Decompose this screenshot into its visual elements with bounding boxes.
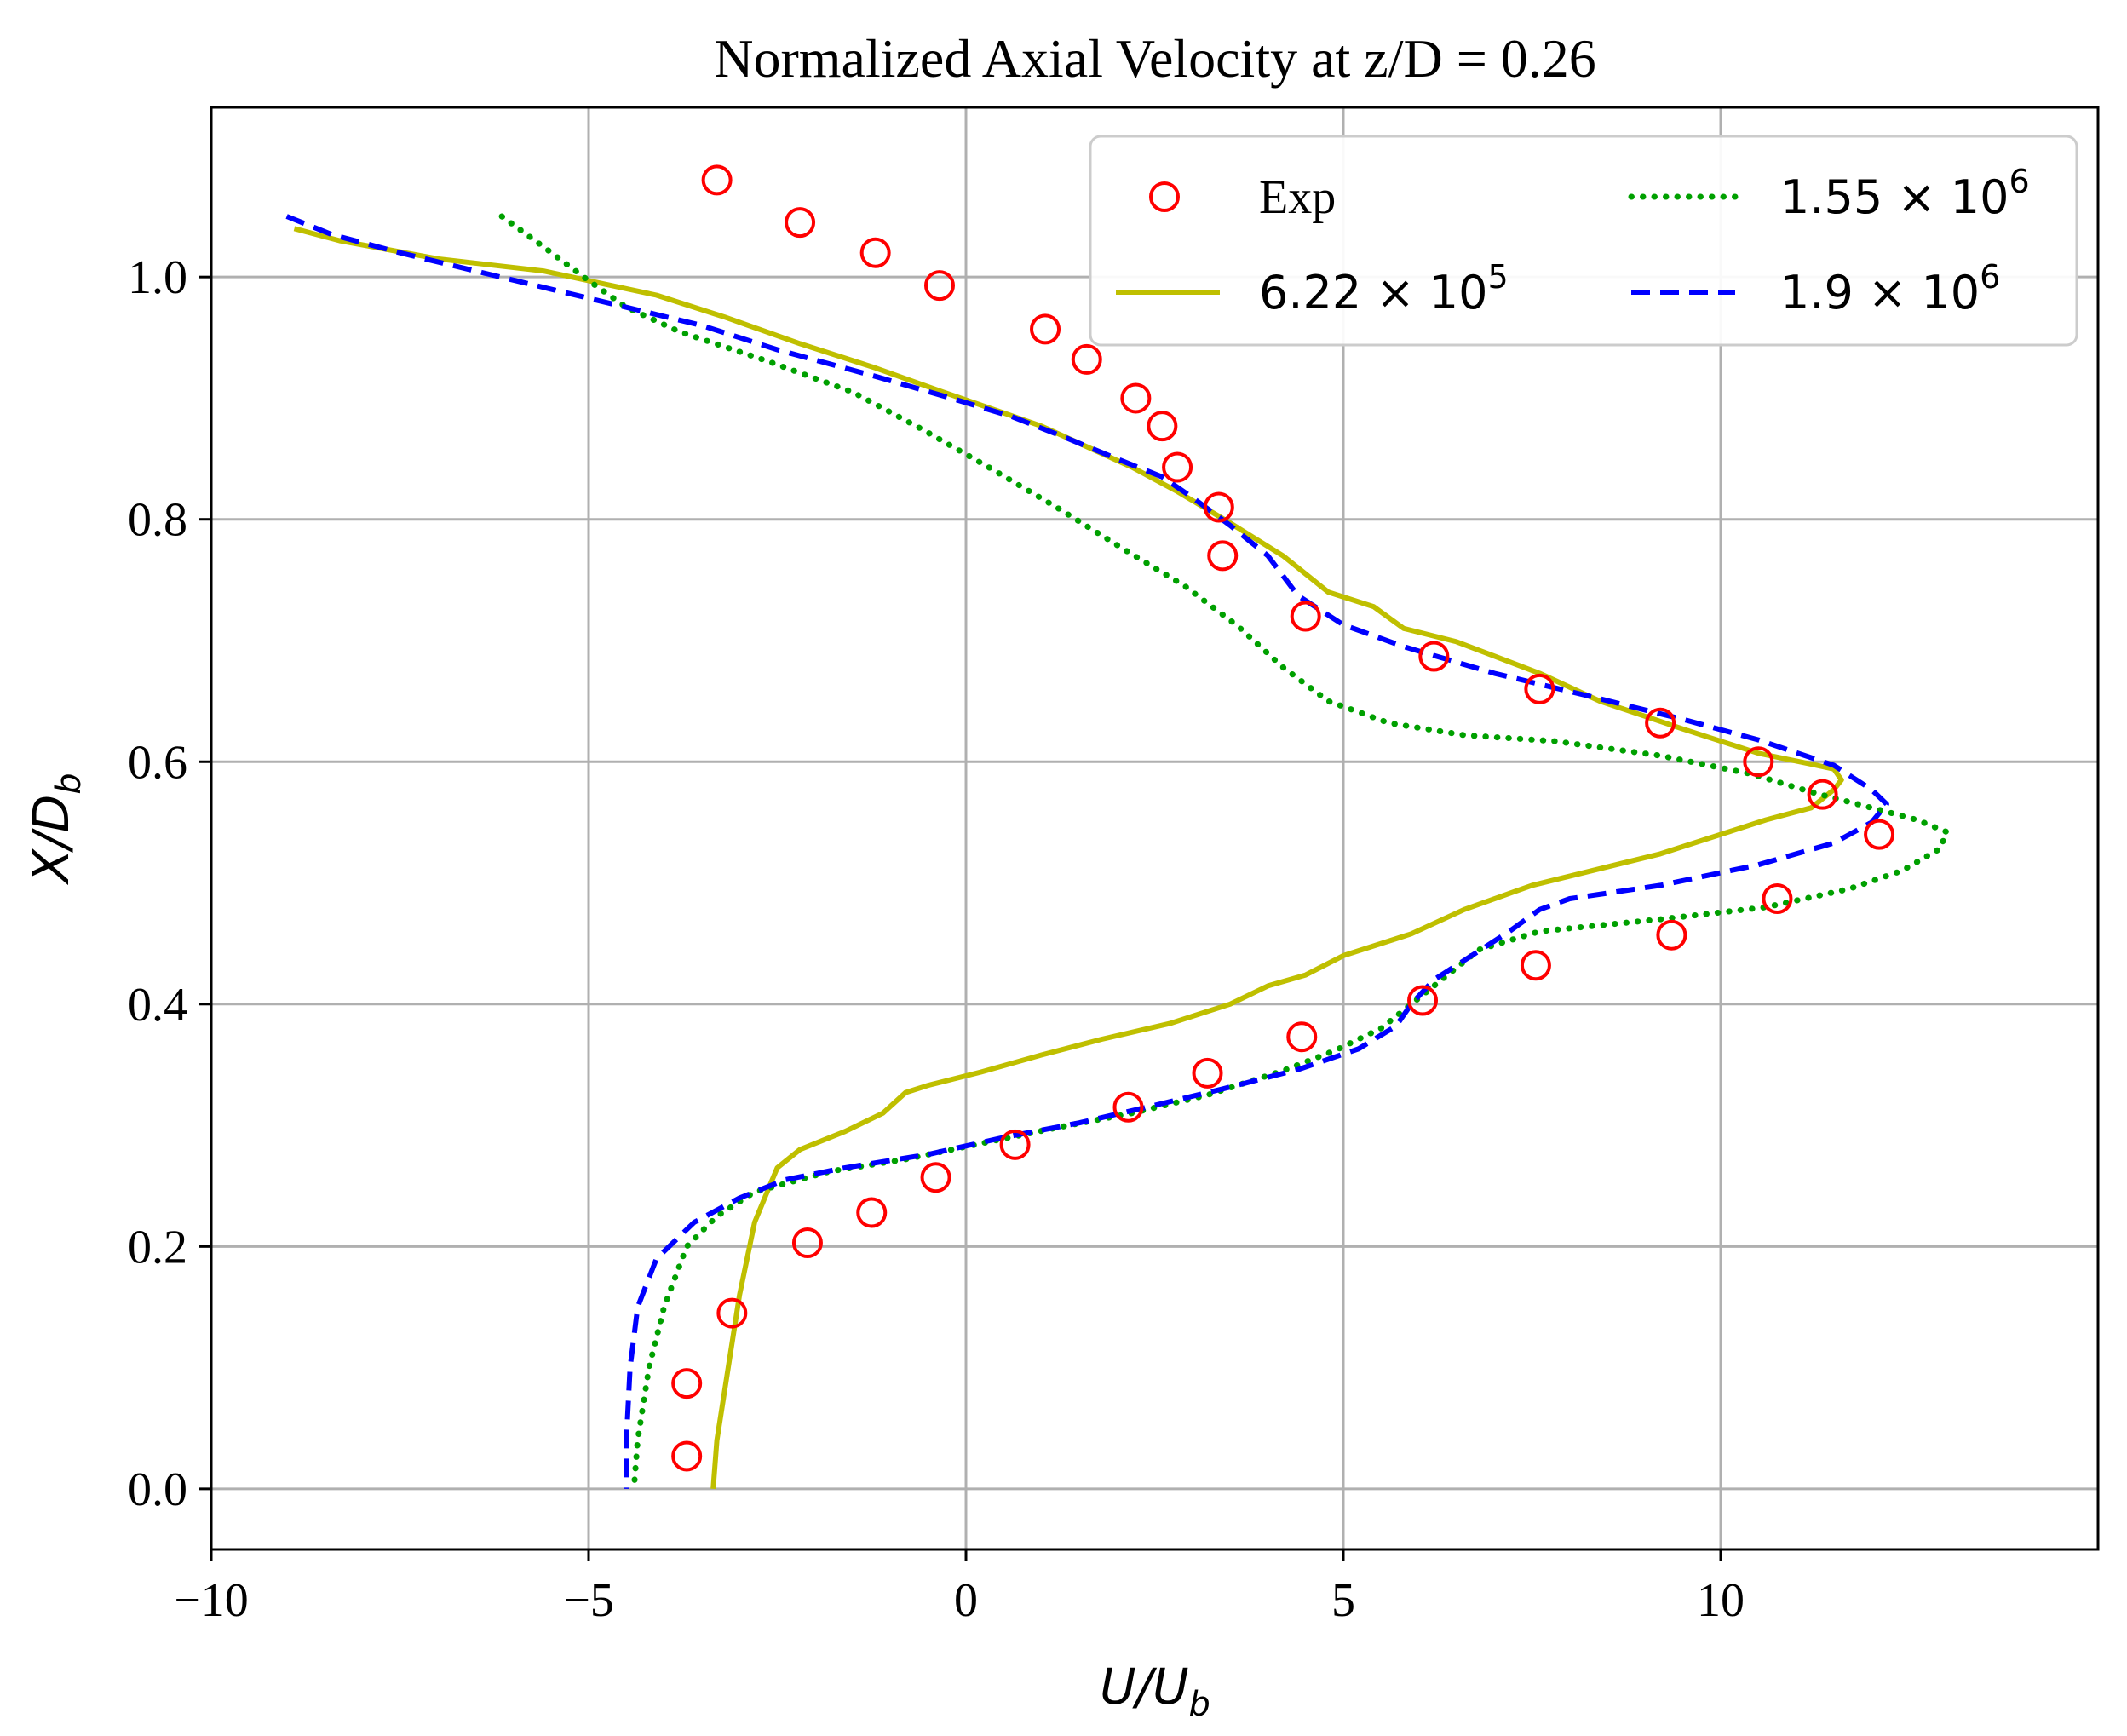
exp-data-point bbox=[1418, 641, 1450, 672]
legend-label-19e6: 1.9 × 106 bbox=[1780, 258, 2000, 319]
legend-label-155e6: 1.55 × 106 bbox=[1780, 163, 2030, 224]
exp-data-point bbox=[671, 1440, 703, 1472]
y-axis-ticks: 0.0 0.2 0.4 0.6 0.8 1.0 bbox=[128, 251, 211, 1516]
series-line-622e5 bbox=[293, 226, 1844, 1490]
x-tick-label: −5 bbox=[563, 1574, 614, 1627]
legend-label-19e6-exponent: 6 bbox=[1980, 258, 2000, 296]
exp-data-point bbox=[1290, 601, 1321, 632]
exp-data-point bbox=[785, 207, 816, 239]
y-tick-label: 0.4 bbox=[128, 979, 187, 1032]
y-tick-label: 0.8 bbox=[128, 494, 187, 547]
exp-data-point bbox=[1030, 313, 1061, 345]
exp-data-point bbox=[1162, 451, 1193, 483]
exp-data-point bbox=[1120, 382, 1152, 414]
x-tick-label: 5 bbox=[1331, 1574, 1355, 1627]
exp-data-point bbox=[859, 237, 891, 268]
exp-data-point bbox=[1743, 746, 1774, 778]
exp-data-point bbox=[1762, 883, 1793, 915]
x-tick-label: 0 bbox=[954, 1574, 978, 1627]
x-tick-label: −10 bbox=[174, 1574, 249, 1627]
exp-data-point bbox=[1645, 707, 1676, 739]
exp-data-point bbox=[1192, 1057, 1223, 1089]
exp-data-point bbox=[1407, 985, 1439, 1016]
y-tick-label: 0.6 bbox=[128, 736, 187, 789]
exp-data-point bbox=[1656, 919, 1687, 951]
y-axis-label: X/Db bbox=[22, 773, 89, 885]
exp-data-point bbox=[1112, 1091, 1144, 1123]
chart-title: Normalized Axial Velocity at z/D = 0.26 bbox=[714, 28, 1596, 89]
legend-box bbox=[1089, 135, 2078, 347]
y-tick-label: 0.2 bbox=[128, 1221, 187, 1273]
exp-data-point bbox=[1520, 950, 1551, 981]
exp-data-point bbox=[671, 1368, 703, 1400]
exp-data-point bbox=[1286, 1021, 1318, 1053]
plot-series bbox=[285, 164, 1951, 1492]
legend-label-exp: Exp bbox=[1259, 171, 1336, 224]
exp-data-point bbox=[791, 1227, 823, 1259]
exp-data-point bbox=[1071, 343, 1102, 375]
exp-data-point bbox=[1807, 779, 1838, 810]
exp-data-point bbox=[701, 164, 733, 196]
exp-data-point bbox=[1203, 491, 1234, 523]
x-axis-label: U/Ub bbox=[1100, 1658, 1210, 1724]
y-tick-label: 1.0 bbox=[128, 251, 187, 304]
legend: Exp 6.22 × 105 1.55 × 106 1.9 × 106 bbox=[1089, 135, 2078, 347]
exp-data-point bbox=[716, 1297, 748, 1329]
exp-data-point bbox=[1147, 411, 1178, 442]
y-axis-label-subscript: b bbox=[49, 773, 89, 794]
legend-label-622e5-exponent: 5 bbox=[1488, 258, 1509, 296]
exp-data-point bbox=[856, 1197, 888, 1228]
exp-data-point bbox=[1524, 673, 1555, 704]
x-axis-ticks: −10 −5 0 5 10 bbox=[174, 1549, 1745, 1627]
exp-data-point bbox=[999, 1129, 1031, 1160]
plot-frame bbox=[210, 106, 2100, 1551]
legend-label-155e6-exponent: 6 bbox=[2009, 163, 2030, 200]
exp-data-point bbox=[1207, 540, 1239, 572]
x-axis-label-subscript: b bbox=[1189, 1685, 1210, 1724]
x-tick-label: 10 bbox=[1697, 1574, 1745, 1627]
exp-data-point bbox=[1864, 819, 1895, 850]
y-tick-label: 0.0 bbox=[128, 1463, 187, 1516]
exp-data-point bbox=[920, 1162, 951, 1193]
legend-marker-exp bbox=[1149, 181, 1180, 212]
exp-data-point bbox=[923, 270, 955, 302]
series-line-19e6 bbox=[285, 214, 1889, 1489]
legend-label-622e5: 6.22 × 105 bbox=[1259, 258, 1509, 319]
